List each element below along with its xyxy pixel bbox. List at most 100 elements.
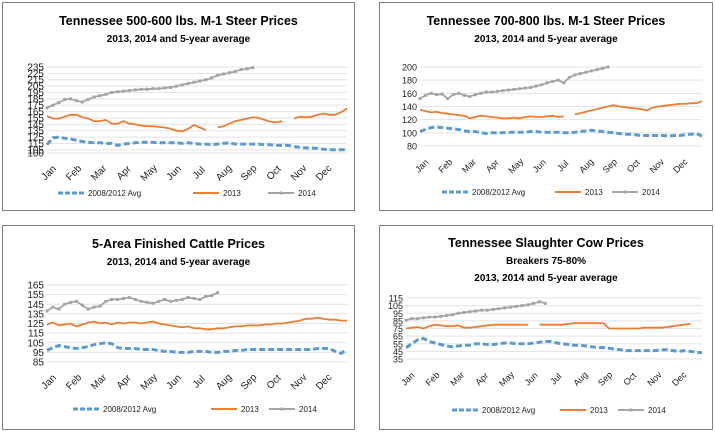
data-point bbox=[551, 79, 555, 83]
x-tick-label: Mar bbox=[448, 370, 466, 388]
data-point bbox=[562, 81, 566, 85]
x-tick-label: Apr bbox=[115, 163, 134, 182]
data-point bbox=[92, 305, 96, 309]
data-point bbox=[537, 300, 541, 304]
data-point bbox=[74, 299, 78, 303]
data-point bbox=[157, 299, 161, 303]
y-tick-label: 160 bbox=[402, 89, 417, 99]
data-point bbox=[518, 87, 522, 91]
chart-svg: 5-Area Finished Cattle Prices 2013, 2014 … bbox=[27, 237, 348, 414]
x-tick-label: Aug bbox=[571, 370, 589, 388]
y-tick-label: 185 bbox=[27, 94, 44, 105]
data-point bbox=[239, 68, 243, 72]
data-point bbox=[139, 87, 143, 91]
data-point bbox=[523, 86, 527, 90]
data-point bbox=[198, 297, 202, 301]
x-tick-label: Sep bbox=[601, 157, 619, 175]
data-point bbox=[221, 72, 225, 76]
data-point bbox=[139, 299, 143, 303]
data-point bbox=[567, 76, 571, 80]
data-point bbox=[69, 300, 73, 304]
y-tick-label: 175 bbox=[27, 101, 44, 112]
y-tick-label: 125 bbox=[27, 133, 44, 144]
series-line-y2013 bbox=[46, 107, 348, 133]
data-point bbox=[157, 87, 161, 91]
data-point bbox=[133, 297, 137, 301]
data-point bbox=[479, 308, 483, 312]
data-point bbox=[198, 79, 202, 83]
data-point bbox=[169, 299, 173, 303]
legend-label-y2014: 2014 bbox=[648, 406, 666, 415]
legend-marker bbox=[629, 408, 633, 412]
data-point bbox=[556, 78, 560, 82]
x-tick-label: Apr bbox=[484, 157, 501, 174]
y-tick-label: 145 bbox=[27, 120, 44, 131]
data-point bbox=[86, 97, 90, 101]
x-tick-label: Nov bbox=[289, 372, 309, 392]
x-tick-label: Jul bbox=[555, 158, 570, 173]
data-point bbox=[92, 95, 96, 99]
y-tick-label: 105 bbox=[388, 301, 403, 311]
x-tick-label: Apr bbox=[115, 372, 134, 391]
y-tick-label: 165 bbox=[27, 107, 44, 118]
legend-label-y2013: 2013 bbox=[590, 406, 608, 415]
data-point bbox=[424, 93, 428, 97]
legend-label-y2014: 2014 bbox=[298, 189, 316, 198]
data-point bbox=[192, 80, 196, 84]
x-tick-label: Aug bbox=[214, 163, 234, 183]
chart-steer-700-800: Tennessee 700-800 lbs. M-1 Steer Prices 2… bbox=[379, 2, 713, 211]
x-tick-label: Oct bbox=[265, 164, 284, 183]
legend-label-y2014: 2014 bbox=[299, 405, 317, 414]
data-point bbox=[416, 317, 420, 321]
x-tick-label: Nov bbox=[289, 163, 309, 183]
y-tick-label: 80 bbox=[407, 142, 417, 152]
x-tick-label: Jun bbox=[523, 370, 540, 387]
data-point bbox=[121, 89, 125, 93]
x-tick-label: Jan bbox=[40, 373, 59, 392]
data-point bbox=[589, 69, 593, 73]
data-point bbox=[584, 70, 588, 74]
data-point bbox=[606, 65, 610, 69]
x-tick-label: Jun bbox=[531, 157, 548, 174]
data-point bbox=[45, 309, 49, 313]
data-point bbox=[520, 304, 524, 308]
data-point bbox=[446, 97, 450, 101]
series-line-y2013 bbox=[419, 100, 703, 120]
data-point bbox=[418, 97, 422, 101]
chart-subtitle: 2013, 2014 and 5-year average bbox=[107, 34, 251, 45]
y-tick-label: 95 bbox=[33, 348, 45, 359]
x-tick-label: Dec bbox=[314, 372, 334, 392]
data-point bbox=[540, 83, 544, 87]
data-point bbox=[57, 101, 61, 105]
y-tick-label: 85 bbox=[33, 358, 45, 369]
data-point bbox=[80, 100, 84, 104]
x-tick-label: Dec bbox=[670, 369, 689, 388]
data-point bbox=[186, 296, 190, 300]
chart-svg: Tennessee 700-800 lbs. M-1 Steer Prices 2… bbox=[402, 14, 703, 197]
series-line-avg bbox=[45, 135, 347, 152]
x-tick-label: Oct bbox=[265, 373, 284, 392]
data-point bbox=[86, 307, 90, 311]
legend-label-avg: 2008/2012 Avg bbox=[88, 189, 141, 198]
data-point bbox=[497, 307, 501, 311]
data-point bbox=[45, 106, 49, 110]
data-point bbox=[210, 294, 214, 298]
data-point bbox=[573, 73, 577, 77]
x-tick-label: May bbox=[506, 156, 525, 175]
data-point bbox=[204, 78, 208, 82]
data-point bbox=[169, 85, 173, 89]
data-point bbox=[526, 303, 530, 307]
data-point bbox=[462, 310, 466, 314]
data-point bbox=[503, 306, 507, 310]
data-point bbox=[174, 84, 178, 88]
data-point bbox=[145, 87, 149, 91]
data-point bbox=[104, 92, 108, 96]
data-point bbox=[251, 66, 255, 70]
data-point bbox=[491, 307, 495, 311]
x-tick-label: Jun bbox=[165, 373, 184, 392]
data-point bbox=[451, 93, 455, 97]
x-tick-label: Mar bbox=[89, 163, 109, 183]
y-tick-label: 140 bbox=[402, 102, 417, 112]
y-tick-label: 155 bbox=[27, 290, 44, 301]
data-point bbox=[427, 315, 431, 319]
